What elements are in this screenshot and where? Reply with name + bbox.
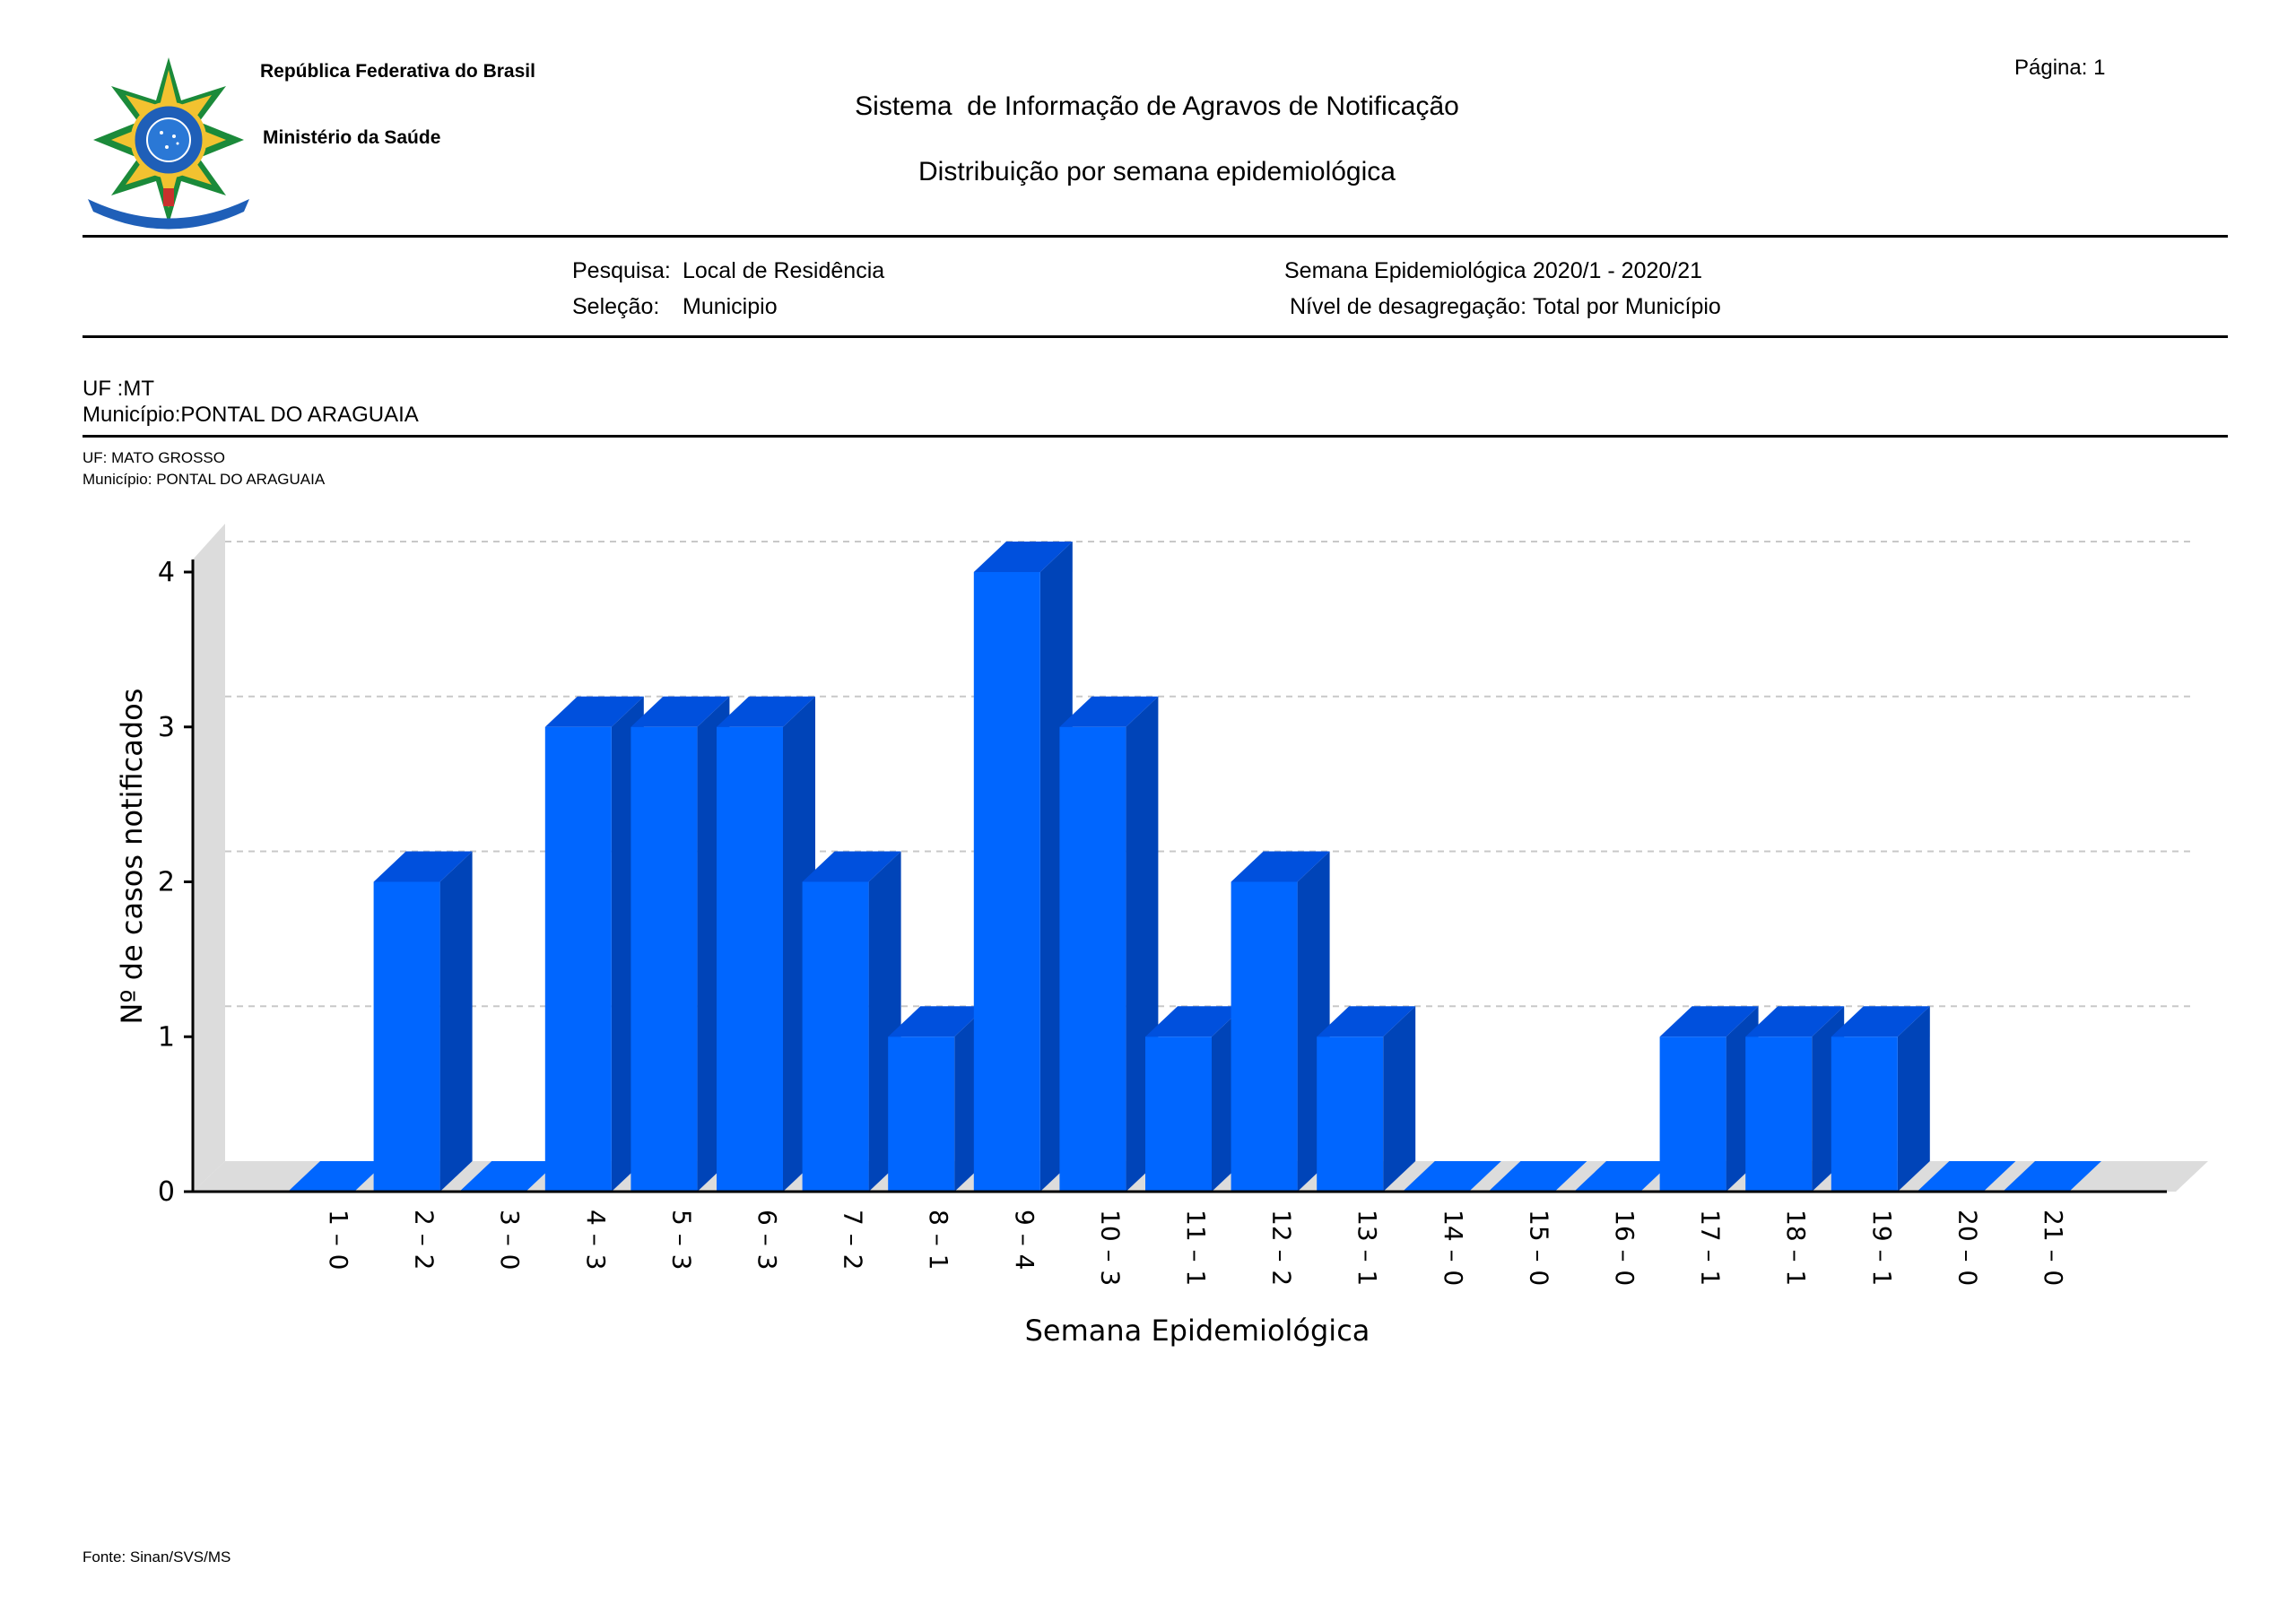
bar bbox=[1659, 1037, 1726, 1192]
y-tick-label: 1 bbox=[158, 1021, 175, 1053]
y-axis-label: Nº de casos notificados bbox=[115, 689, 149, 1025]
x-tick-label: 15 – 0 bbox=[1524, 1210, 1553, 1286]
bar-top bbox=[1231, 851, 1330, 882]
x-tick-label: 16 – 0 bbox=[1610, 1210, 1639, 1286]
uf-line: UF :MT bbox=[83, 377, 154, 401]
uf-small: UF: MATO GROSSO bbox=[83, 449, 225, 466]
x-axis-label: Semana Epidemiológica bbox=[1025, 1314, 1370, 1348]
page-number: Página: 1 bbox=[2014, 56, 2106, 80]
selecao-label: Seleção: bbox=[572, 294, 660, 319]
source-note: Fonte: Sinan/SVS/MS bbox=[83, 1548, 231, 1566]
bar bbox=[1231, 881, 1298, 1192]
municipio-line: Município:PONTAL DO ARAGUAIA bbox=[83, 403, 419, 427]
bar bbox=[973, 572, 1040, 1192]
bar-top bbox=[631, 696, 730, 727]
brazil-coat-of-arms-emblem bbox=[88, 57, 249, 230]
bar bbox=[717, 726, 783, 1192]
bar bbox=[1145, 1037, 1212, 1192]
x-tick-label: 12 – 2 bbox=[1267, 1210, 1297, 1286]
system-title: Sistema de Informação de Agravos de Noti… bbox=[855, 91, 1459, 121]
selecao-value: Municipio bbox=[683, 294, 778, 319]
bar-zero bbox=[2003, 1161, 2101, 1192]
bar-side bbox=[1897, 1006, 1930, 1192]
x-tick-label: 5 – 3 bbox=[666, 1210, 696, 1270]
bar bbox=[1745, 1037, 1813, 1192]
bar-zero bbox=[459, 1161, 559, 1192]
bar-top bbox=[802, 851, 901, 882]
x-tick-label: 20 – 0 bbox=[1952, 1210, 1982, 1286]
x-tick-label: 3 – 0 bbox=[495, 1210, 525, 1270]
x-tick-label: 13 – 1 bbox=[1352, 1210, 1382, 1286]
bar-zero bbox=[1917, 1161, 2016, 1192]
chart-left-wall bbox=[193, 524, 225, 1192]
bar-top bbox=[973, 542, 1073, 572]
bar-top bbox=[1831, 1006, 1930, 1037]
bar bbox=[1059, 726, 1126, 1192]
bar-top bbox=[1659, 1006, 1759, 1037]
semana-label: Semana Epidemiológica bbox=[1284, 258, 1526, 283]
nivel-value: Total por Município bbox=[1533, 294, 1721, 319]
x-tick-label: 11 – 1 bbox=[1181, 1210, 1211, 1286]
bar bbox=[802, 881, 869, 1192]
government-name: República Federativa do Brasil bbox=[260, 61, 535, 82]
bar-top bbox=[544, 696, 644, 727]
x-tick-label: 7 – 2 bbox=[839, 1210, 868, 1270]
x-tick-label: 17 – 1 bbox=[1696, 1210, 1726, 1286]
x-tick-label: 9 – 4 bbox=[1010, 1210, 1039, 1270]
bar bbox=[888, 1037, 955, 1192]
bar bbox=[373, 881, 440, 1192]
municipio-small: Município: PONTAL DO ARAGUAIA bbox=[83, 471, 326, 488]
bar-chart: 1 – 0 2 – 2 3 – 0 4 – 3 5 – 3 6 – 3 7 – 2 8 – 1… bbox=[115, 524, 2208, 1348]
x-tick-label: 19 – 1 bbox=[1867, 1210, 1897, 1286]
bar-top bbox=[1745, 1006, 1845, 1037]
bar-top bbox=[1145, 1006, 1244, 1037]
x-tick-label: 2 – 2 bbox=[410, 1210, 439, 1270]
report-title: Distribuição por semana epidemiológica bbox=[918, 157, 1396, 186]
bar-zero bbox=[288, 1161, 387, 1192]
bar-top bbox=[1317, 1006, 1416, 1037]
y-tick-label: 3 bbox=[158, 712, 175, 743]
ministry-name: Ministério da Saúde bbox=[263, 127, 441, 148]
x-tick-label: 10 – 3 bbox=[1095, 1210, 1125, 1286]
y-tick-label: 2 bbox=[158, 867, 175, 898]
bar-zero bbox=[1574, 1161, 1673, 1192]
bar-top bbox=[717, 696, 815, 727]
x-tick-label: 21 – 0 bbox=[2039, 1210, 2068, 1286]
bar bbox=[1317, 1037, 1384, 1192]
x-tick-label: 4 – 3 bbox=[581, 1210, 611, 1270]
pesquisa-label: Pesquisa: bbox=[572, 258, 671, 283]
x-tick-label: 8 – 1 bbox=[924, 1210, 953, 1270]
y-tick-label: 4 bbox=[158, 557, 175, 588]
y-tick-label: 0 bbox=[158, 1176, 175, 1208]
x-tick-label: 18 – 1 bbox=[1781, 1210, 1811, 1286]
x-tick-label: 6 – 3 bbox=[752, 1210, 782, 1270]
header-divider bbox=[83, 235, 2228, 238]
bar-top bbox=[1059, 696, 1159, 727]
bar-zero bbox=[1488, 1161, 1587, 1192]
x-tick-label: 1 – 0 bbox=[324, 1210, 353, 1270]
bar-side bbox=[1383, 1006, 1416, 1192]
bar bbox=[1831, 1037, 1898, 1192]
bar-side bbox=[439, 851, 473, 1192]
x-tick-label: 14 – 0 bbox=[1439, 1210, 1468, 1286]
bar-top bbox=[888, 1006, 987, 1037]
bar-zero bbox=[1402, 1161, 1501, 1192]
bar bbox=[544, 726, 612, 1192]
pesquisa-value: Local de Residência bbox=[683, 258, 885, 283]
nivel-label: Nível de desagregação: bbox=[1290, 294, 1527, 319]
bar-top bbox=[373, 851, 473, 882]
meta-divider bbox=[83, 335, 2228, 338]
bar bbox=[631, 726, 698, 1192]
semana-value: 2020/1 - 2020/21 bbox=[1533, 258, 1703, 283]
location-divider bbox=[83, 435, 2228, 438]
